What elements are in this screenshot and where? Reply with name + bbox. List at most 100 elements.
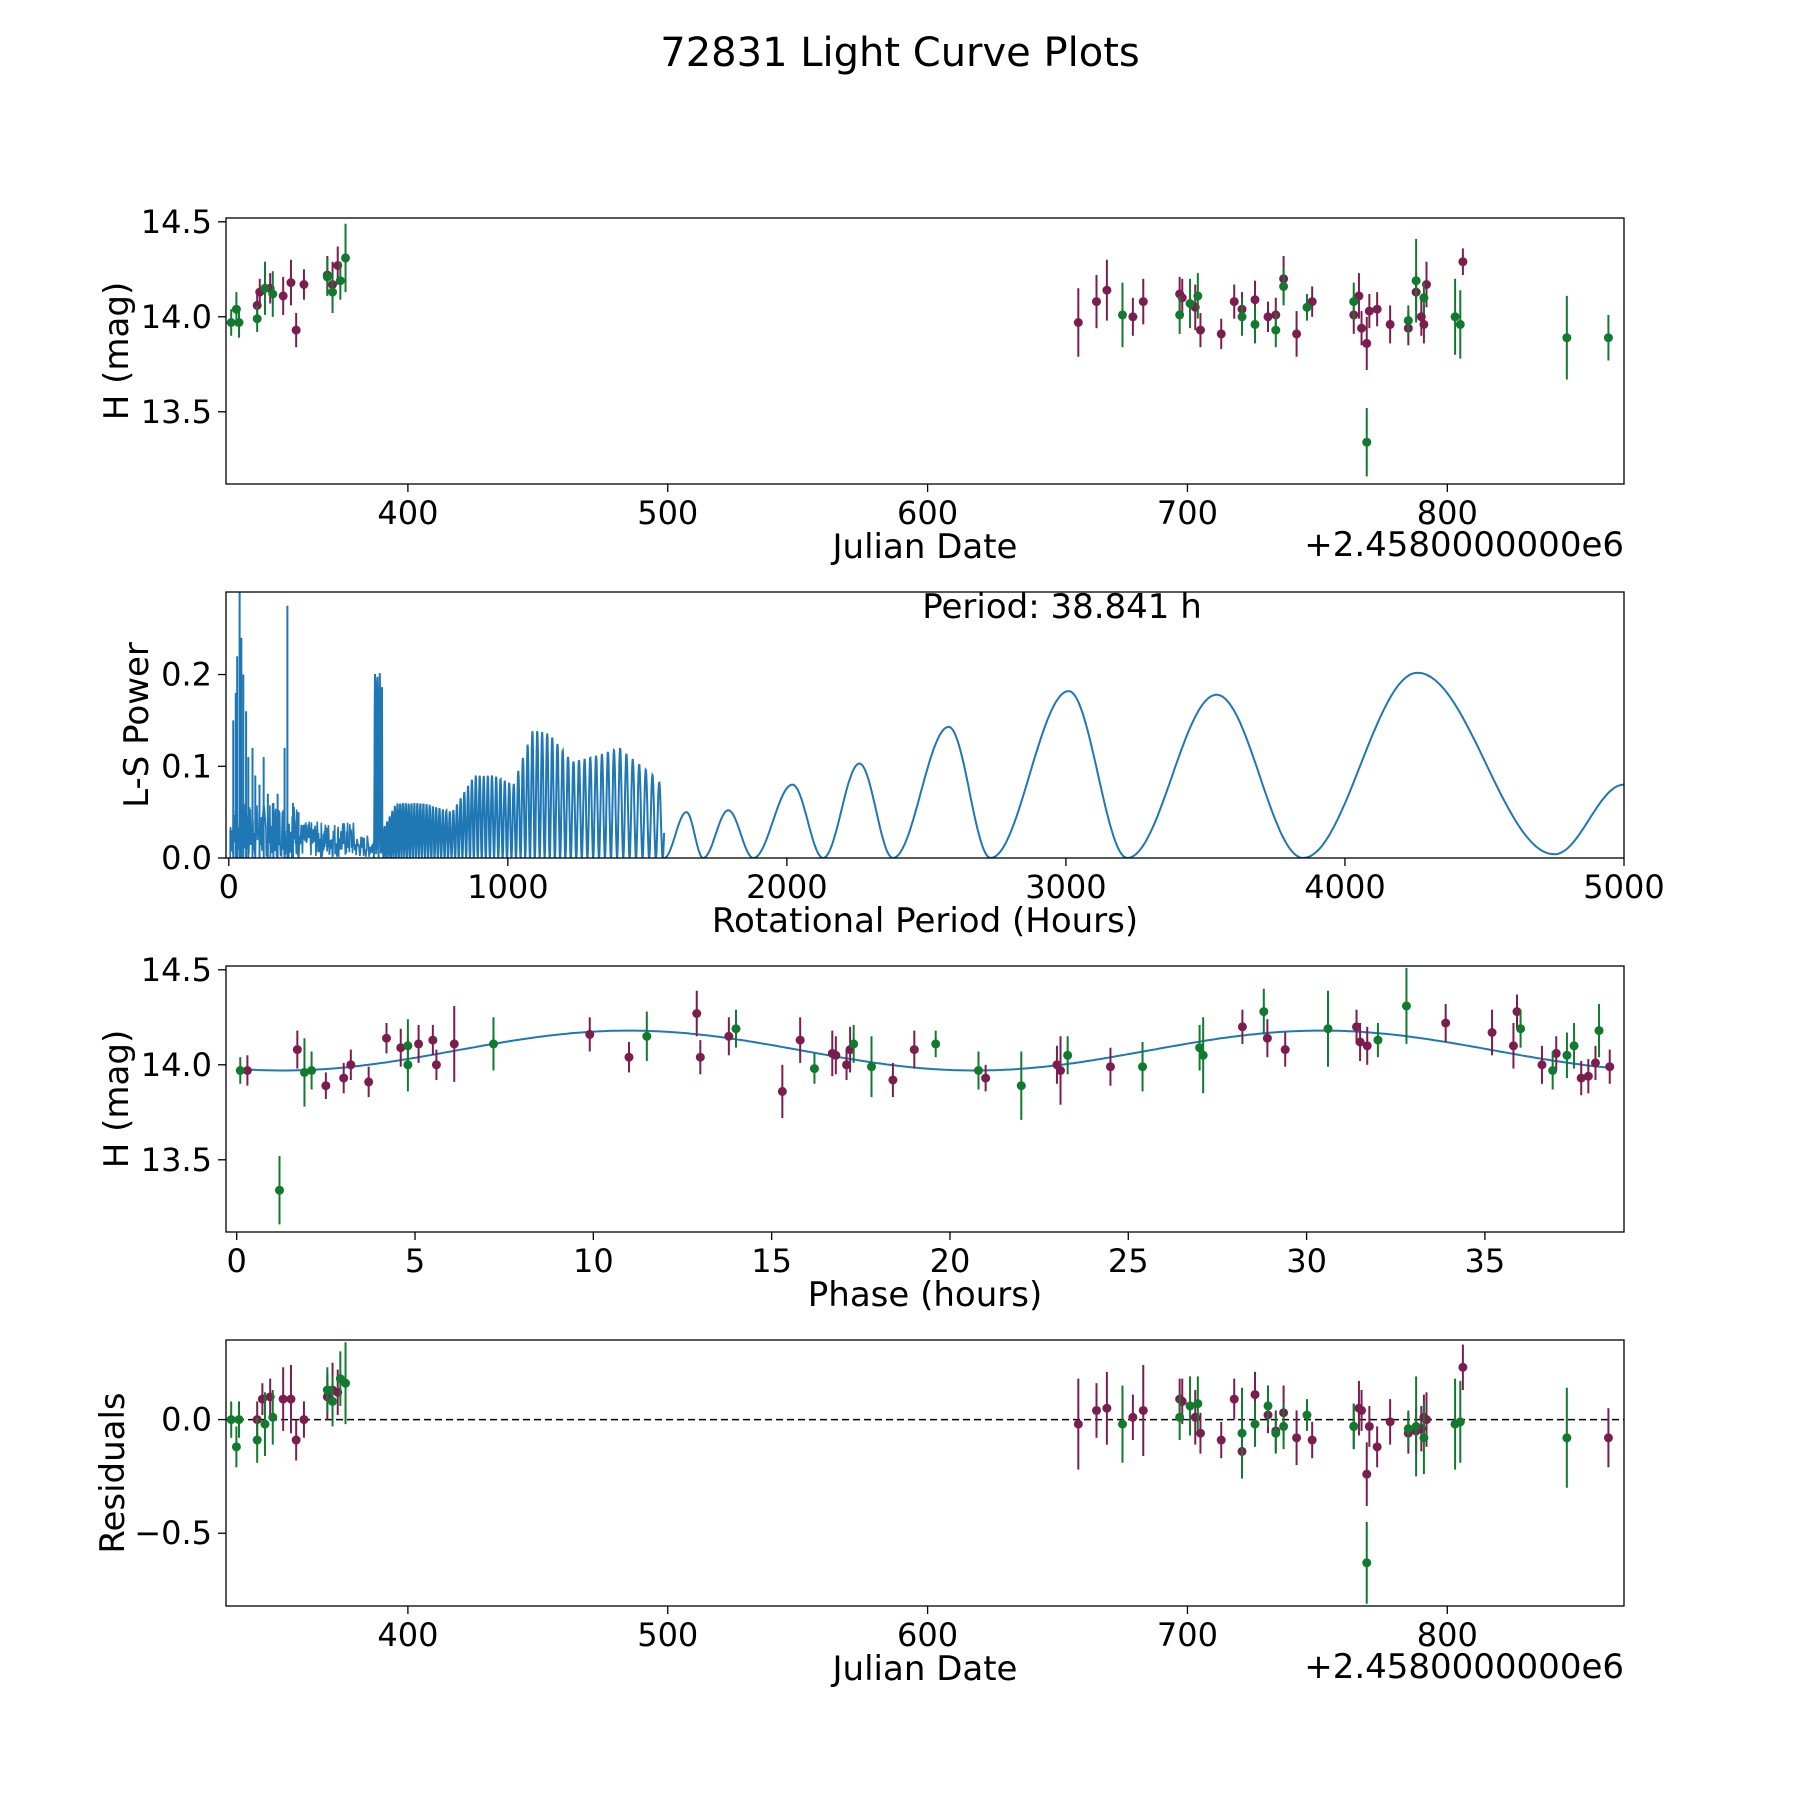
data-point [1292,329,1302,339]
data-point [321,1081,331,1091]
data-point [449,1039,459,1049]
data-point [1250,295,1260,305]
data-point [235,1066,245,1075]
x-tick-label: 25 [1108,1242,1149,1280]
residuals-plot-area [226,1342,1624,1604]
data-point [260,283,270,293]
x-tick-label: 30 [1286,1242,1327,1280]
data-point [291,1435,301,1445]
data-point [242,1066,252,1075]
folded-plot-area [235,967,1615,1225]
data-point [341,1378,351,1388]
data-point [1590,1058,1600,1068]
data-point [1419,1433,1429,1443]
data-point [1355,1037,1365,1047]
folded-y-ticks: 13.5 14.0 14.5 [141,951,226,1179]
data-point [1562,333,1572,343]
raw-y-ticks: 13.5 14.0 14.5 [141,203,226,431]
data-point [299,1067,309,1077]
data-point [396,1043,406,1053]
data-point [291,325,301,335]
data-point [1302,1410,1312,1420]
data-point [1455,319,1465,329]
data-point [1349,1421,1359,1431]
data-point [1364,1421,1374,1431]
data-point [1175,1412,1185,1422]
data-point [1349,297,1359,307]
residuals-x-label: Julian Date [831,1649,1018,1689]
data-point [1411,276,1421,286]
data-point [1216,1435,1226,1445]
data-point [981,1073,991,1083]
y-tick-label: 0.2 [161,656,212,694]
data-point [1576,1073,1586,1083]
data-point [1016,1081,1026,1091]
periodogram-x-label: Rotational Period (Hours) [712,901,1138,941]
data-point [1537,1060,1547,1070]
raw-x-label: Julian Date [831,527,1018,567]
data-point [403,1060,413,1070]
data-point [1603,333,1613,343]
data-point [849,1039,859,1049]
data-point [1128,1412,1138,1422]
data-point [1271,1428,1281,1438]
periodogram-panel: 0 1000 2000 3000 4000 5000 0.0 0.1 0.2 Period: … [117,587,1665,941]
data-point [335,276,345,286]
data-point [1516,1024,1526,1034]
data-point [1594,1026,1604,1036]
data-point [1237,1428,1247,1438]
data-point [1548,1066,1558,1075]
data-point [724,1031,734,1041]
data-point [1357,323,1367,333]
data-point [1401,1001,1411,1011]
data-point [1562,1433,1572,1443]
data-point [234,1415,244,1425]
data-point [809,1064,819,1074]
residuals-y-label: Residuals [93,1392,133,1553]
folded-light-curve-panel: 0 5 10 15 20 25 30 35 13.5 14.0 14.5 Phase (hours… [97,951,1625,1315]
data-point [1307,297,1317,307]
data-point [226,318,236,327]
y-tick-label: 13.5 [141,1141,212,1179]
periodogram-oscillation [372,673,666,858]
data-point [1569,1041,1579,1051]
data-point [795,1035,805,1045]
y-tick-label: 14.5 [141,951,212,989]
data-point [1362,1041,1372,1051]
data-point [1385,1417,1395,1427]
data-point [234,318,244,327]
data-point [1105,1062,1115,1072]
y-tick-label: 14.5 [141,203,212,241]
data-point [1292,1433,1302,1443]
residuals-y-ticks: −0.5 0.0 [134,1401,226,1552]
data-point [1195,325,1205,335]
x-tick-label: 500 [637,494,698,532]
data-point [1583,1071,1593,1081]
x-tick-label: 15 [751,1242,792,1280]
data-point [286,1394,296,1404]
data-point [931,1039,941,1049]
data-point [1092,297,1102,307]
data-point [1175,310,1185,320]
data-point [1117,1419,1127,1429]
periodogram-axes-frame [225,591,1625,859]
data-point [1198,1050,1208,1060]
data-point [1237,1022,1247,1032]
data-point [278,291,288,301]
data-point [1193,1399,1203,1409]
data-point [1279,1421,1289,1431]
data-point [286,278,296,288]
data-point [260,1419,270,1429]
y-tick-label: −0.5 [134,1514,212,1552]
folded-axes-frame [225,965,1625,1233]
data-point [1195,1043,1205,1053]
data-point [231,1442,241,1452]
x-tick-label: 20 [930,1242,971,1280]
folded-y-label: H (mag) [97,1030,137,1168]
data-point [1441,1018,1451,1028]
data-point [1372,304,1382,314]
data-point [1419,319,1429,329]
raw-plot-area [226,223,1613,477]
data-point [1323,1024,1333,1034]
